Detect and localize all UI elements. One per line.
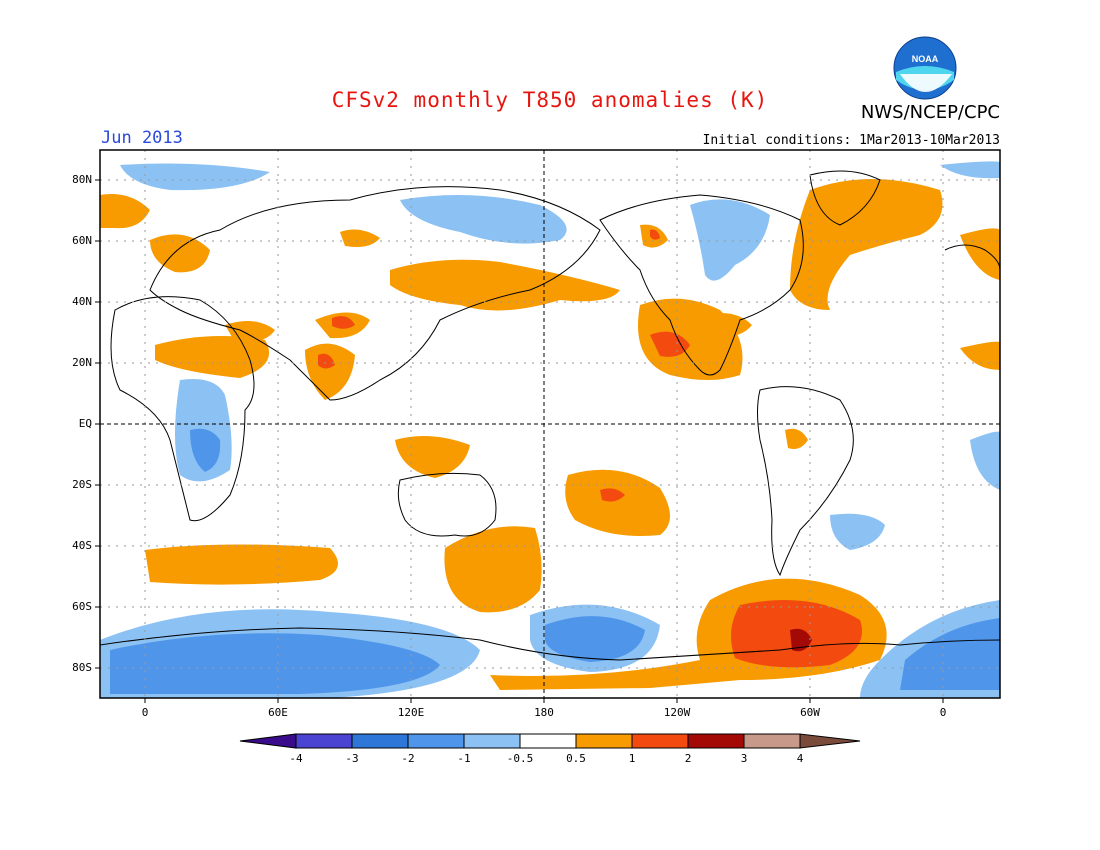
lat-label: 80N bbox=[72, 173, 92, 186]
anomaly-region-siberia bbox=[400, 195, 567, 244]
lon-label: 0 bbox=[141, 706, 149, 719]
colorbar-bin bbox=[631, 733, 689, 749]
anomaly-region-scandinavia bbox=[100, 194, 150, 229]
lon-label: 60E bbox=[268, 706, 288, 719]
axis-ticks bbox=[95, 179, 944, 703]
anomaly-region-mexico-core bbox=[650, 331, 690, 357]
lat-label: 20S bbox=[72, 478, 92, 491]
anomaly-region-sahara bbox=[960, 341, 1000, 370]
coastline-south-america bbox=[757, 386, 854, 577]
colorbar-label: -0.5 bbox=[506, 752, 534, 765]
anomaly-region-north-atlantic-cold bbox=[940, 161, 1000, 179]
coastline-eurasia bbox=[149, 186, 601, 401]
lat-label: 60N bbox=[72, 234, 92, 247]
colorbar-label: 0.5 bbox=[566, 752, 586, 765]
forecast-month: Jun 2013 bbox=[101, 128, 183, 148]
colorbar-label: -4 bbox=[289, 752, 303, 765]
colorbar bbox=[239, 733, 861, 749]
coastline-antarctica bbox=[100, 627, 1000, 661]
colorbar-bin bbox=[519, 733, 577, 749]
colorbar-label: 1 bbox=[628, 752, 636, 765]
lat-label: 80S bbox=[72, 661, 92, 674]
lon-label: 120E bbox=[397, 706, 425, 719]
lat-label: 40S bbox=[72, 539, 92, 552]
anomaly-region-canada bbox=[690, 199, 770, 281]
lon-label: 180 bbox=[534, 706, 554, 719]
anomaly-region-amundsen-dark bbox=[790, 628, 812, 652]
anomaly-region-south-pacific bbox=[565, 469, 670, 536]
colorbar-bin bbox=[463, 733, 521, 749]
coastline-africa bbox=[110, 296, 255, 522]
anomaly-region-arabia bbox=[155, 336, 270, 378]
colorbar-bin bbox=[351, 733, 409, 749]
anomaly-region-west-europe bbox=[960, 228, 1000, 280]
anomaly-region-north-atlantic bbox=[790, 179, 943, 310]
anomaly-region-amazon bbox=[785, 428, 808, 449]
colorbar-label: 3 bbox=[740, 752, 748, 765]
lon-label: 60W bbox=[800, 706, 820, 719]
lat-label: 40N bbox=[72, 295, 92, 308]
lat-label: 60S bbox=[72, 600, 92, 613]
anomaly-region-alaska-core bbox=[650, 229, 660, 240]
colorbar-bin bbox=[575, 733, 633, 749]
coastline-australia bbox=[397, 472, 497, 537]
anomaly-region-mediterranean bbox=[225, 321, 275, 343]
agency-label: NWS/NCEP/CPC bbox=[860, 102, 1000, 123]
coastline-greenland bbox=[809, 170, 881, 226]
colorbar-bin bbox=[407, 733, 465, 749]
anomaly-region-ross-sea-core bbox=[545, 616, 645, 662]
anomaly-region-arctic-ocean bbox=[120, 163, 270, 191]
anomaly-region-russia-west bbox=[340, 229, 380, 247]
colorbar-label: 2 bbox=[684, 752, 692, 765]
anomaly-region-india bbox=[305, 343, 355, 400]
anomaly-region-east-asia bbox=[440, 261, 462, 277]
anomaly-region-europe-north bbox=[150, 234, 210, 273]
reference-lines bbox=[100, 150, 1000, 698]
colorbar-label: 4 bbox=[796, 752, 804, 765]
anomaly-region-south-pacific-core bbox=[600, 488, 625, 502]
anomaly-region-india-core bbox=[318, 353, 335, 369]
anomaly-region-central-asia bbox=[390, 259, 620, 311]
anomaly-region-antarctic-west-core bbox=[110, 633, 440, 694]
anomaly-region-south-indian bbox=[145, 544, 338, 585]
anomaly-region-east-africa-core bbox=[190, 428, 221, 472]
colorbar-right-arrow bbox=[799, 733, 861, 749]
colorbar-label: -2 bbox=[401, 752, 415, 765]
colorbar-bin bbox=[687, 733, 745, 749]
anomaly-fields bbox=[100, 161, 1000, 698]
noaa-logo: NOAA bbox=[893, 36, 957, 100]
coastline-europe-east bbox=[944, 244, 1000, 271]
lat-label: EQ bbox=[78, 417, 92, 430]
anomaly-region-tibet-core bbox=[332, 316, 355, 329]
lon-label: 0 bbox=[939, 706, 947, 719]
colorbar-label: -1 bbox=[457, 752, 471, 765]
colorbar-label: -3 bbox=[345, 752, 359, 765]
coastline-north-america bbox=[599, 194, 804, 376]
anomaly-region-west-africa-east bbox=[970, 431, 1000, 490]
anomaly-region-antarctic-east-core bbox=[900, 618, 1000, 690]
anomaly-region-australia-south bbox=[444, 526, 542, 613]
anomaly-region-south-atlantic bbox=[830, 513, 885, 550]
chart-title: CFSv2 monthly T850 anomalies (K) bbox=[331, 88, 769, 112]
colorbar-bin bbox=[743, 733, 801, 749]
lon-label: 120W bbox=[663, 706, 691, 719]
noaa-logo-text: NOAA bbox=[912, 54, 939, 64]
anomaly-region-maritime bbox=[395, 436, 470, 478]
coastlines bbox=[100, 170, 1000, 661]
anomaly-region-gulf bbox=[705, 312, 752, 337]
colorbar-left-arrow bbox=[239, 733, 297, 749]
colorbar-bin bbox=[295, 733, 353, 749]
lat-label: 20N bbox=[72, 356, 92, 369]
initial-conditions: Initial conditions: 1Mar2013-10Mar2013 bbox=[702, 133, 1000, 148]
